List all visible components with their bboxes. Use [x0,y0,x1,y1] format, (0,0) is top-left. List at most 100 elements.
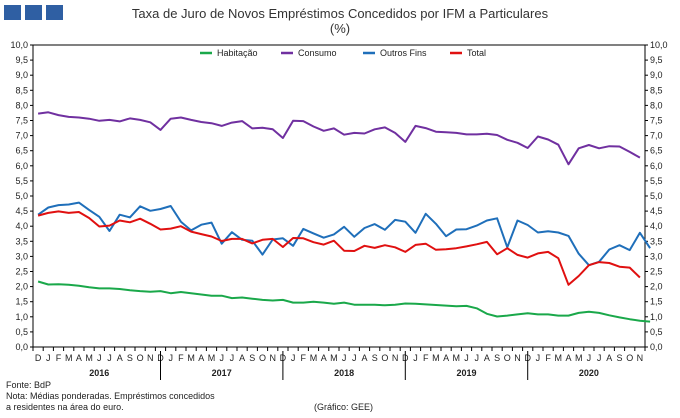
x-tick-label: A [565,353,571,363]
x-tick-label: J [46,353,51,363]
x-tick-label: M [453,353,461,363]
y-tick-label-right: 4,0 [650,221,663,231]
x-tick-label: S [372,353,378,363]
y-tick-label-left: 9,0 [15,70,28,80]
legend-label: Total [467,48,486,58]
x-tick-label: M [432,353,440,363]
y-tick-label-left: 10,0 [10,40,28,50]
y-tick-label-right: 0,5 [650,327,663,337]
y-tick-label-left: 5,0 [15,191,28,201]
y-tick-label-left: 9,5 [15,55,28,65]
y-tick-label-right: 2,0 [650,282,663,292]
x-tick-label: S [494,353,500,363]
x-tick-label: M [85,353,93,363]
x-tick-label: N [269,353,276,363]
y-tick-label-right: 9,5 [650,55,663,65]
year-label: 2017 [212,368,232,378]
x-tick-label: S [616,353,622,363]
y-tick-label-right: 2,5 [650,267,663,277]
x-tick-label: J [291,353,296,363]
y-tick-label-right: 4,5 [650,206,663,216]
x-tick-label: J [597,353,602,363]
y-tick-label-right: 1,0 [650,312,663,322]
x-tick-label: J [219,353,224,363]
y-tick-label-left: 2,0 [15,282,28,292]
x-tick-label: M [575,353,583,363]
legend-label: Outros Fins [380,48,427,58]
x-tick-label: J [474,353,479,363]
y-tick-label-right: 7,0 [650,131,663,141]
x-tick-label: F [423,353,429,363]
year-label: 2018 [334,368,354,378]
x-tick-label: J [168,353,173,363]
x-tick-label: J [587,353,592,363]
y-tick-label-right: 9,0 [650,70,663,80]
x-tick-label: M [208,353,216,363]
x-tick-label: F [178,353,184,363]
y-tick-label-left: 4,0 [15,221,28,231]
x-tick-label: N [637,353,644,363]
series-line-total [37,210,641,286]
x-tick-label: D [35,353,42,363]
series-line-habita-o [37,280,651,323]
year-label: 2020 [579,368,599,378]
y-tick-label-left: 8,0 [15,100,28,110]
y-tick-label-right: 3,0 [650,251,663,261]
x-tick-label: A [239,353,245,363]
x-tick-label: A [117,353,123,363]
x-tick-label: F [545,353,551,363]
y-tick-label-left: 1,0 [15,312,28,322]
y-tick-label-left: 2,5 [15,267,28,277]
y-tick-label-right: 10,0 [650,40,668,50]
y-tick-label-left: 0,5 [15,327,28,337]
y-tick-label-left: 5,5 [15,176,28,186]
chart-title-line1: Taxa de Juro de Novos Empréstimos Conced… [131,6,549,21]
x-tick-label: A [606,353,612,363]
x-tick-label: J [230,353,235,363]
legend-label: Consumo [298,48,337,58]
x-tick-label: A [198,353,204,363]
y-tick-label-right: 3,5 [650,236,663,246]
y-tick-label-left: 4,5 [15,206,28,216]
y-tick-label-left: 6,5 [15,146,28,156]
y-tick-label-left: 7,0 [15,131,28,141]
series-line-consumo [37,111,641,166]
x-tick-label: A [321,353,327,363]
y-tick-label-right: 0,0 [650,342,663,352]
y-tick-label-left: 8,5 [15,85,28,95]
y-tick-label-left: 0,0 [15,342,28,352]
y-tick-label-right: 6,0 [650,161,663,171]
year-label: 2016 [89,368,109,378]
x-tick-label: A [361,353,367,363]
chart-footer: Fonte: BdP Nota: Médias ponderadas. Empr… [6,380,215,413]
x-tick-label: A [484,353,490,363]
x-tick-label: J [464,353,469,363]
logo-block [46,5,63,20]
y-tick-label-left: 3,5 [15,236,28,246]
x-tick-label: S [127,353,133,363]
x-tick-label: N [392,353,399,363]
chart-credit: (Gráfico: GEE) [314,402,374,412]
gee-logo [4,5,63,20]
x-tick-label: N [147,353,154,363]
y-tick-label-left: 6,0 [15,161,28,171]
x-tick-label: M [555,353,563,363]
x-tick-label: O [381,353,388,363]
y-tick-label-left: 7,5 [15,116,28,126]
x-tick-label: F [56,353,62,363]
y-tick-label-left: 1,5 [15,297,28,307]
x-tick-label: M [330,353,338,363]
method-note-line1: Nota: Médias ponderadas. Empréstimos con… [6,391,215,401]
series-line-outros-fins [37,201,651,267]
x-tick-label: S [249,353,255,363]
x-tick-label: M [310,353,318,363]
x-tick-label: A [76,353,82,363]
x-tick-label: J [342,353,347,363]
source-note: Fonte: BdP [6,380,52,390]
y-tick-label-right: 1,5 [650,297,663,307]
y-tick-label-right: 5,5 [650,176,663,186]
x-tick-label: N [514,353,521,363]
logo-block [4,5,21,20]
x-tick-label: O [137,353,144,363]
